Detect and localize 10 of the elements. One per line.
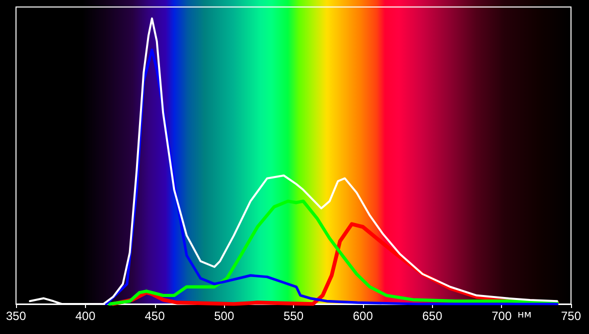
x-tick-label: 550 — [283, 309, 304, 323]
x-tick-label: 400 — [75, 309, 96, 323]
x-tick-label: 500 — [214, 309, 234, 323]
x-tick-label: 350 — [6, 309, 26, 323]
x-tick-label: 700 — [492, 309, 512, 323]
x-axis-title: нм — [518, 310, 532, 320]
x-tick-label: 650 — [422, 309, 443, 323]
x-tick-label: 750 — [560, 309, 582, 323]
x-tick-label: 450 — [144, 309, 166, 323]
x-tick-label: 600 — [352, 309, 374, 323]
